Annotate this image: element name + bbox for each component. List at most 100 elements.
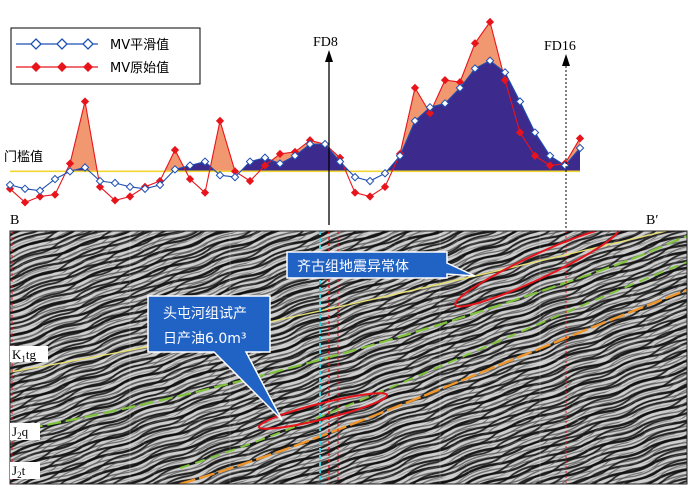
legend-box <box>10 27 201 85</box>
legend-label-smooth: MV平滑值 <box>110 37 169 53</box>
legend-marker-smooth <box>82 38 94 50</box>
smooth-value-point <box>485 56 495 66</box>
smooth-value-point <box>110 178 120 188</box>
raw-value-point <box>530 151 540 160</box>
raw-value-point <box>185 174 195 184</box>
legend: MV平滑值 MV原始值 <box>10 27 201 85</box>
layer-label-j2t: J2t <box>10 462 40 480</box>
smooth-value-point <box>200 157 210 166</box>
smooth-value-point <box>380 168 390 178</box>
anomaly-outline-qigu <box>454 231 620 308</box>
raw-value-point <box>545 161 555 170</box>
anomaly-outline-toutunhe <box>257 392 389 430</box>
smooth-value-point <box>80 163 90 172</box>
raw-value-point <box>410 83 420 93</box>
raw-value-point <box>50 190 60 199</box>
well-fd16: FD16 <box>544 39 576 228</box>
smooth-value-point <box>185 161 195 170</box>
smooth-value-point <box>320 139 330 149</box>
legend-marker-smooth <box>56 38 68 50</box>
well-fd8: FD8 <box>313 35 338 225</box>
legend-marker-smooth <box>30 38 42 50</box>
smooth-value-point <box>275 159 285 168</box>
smooth-value-series <box>5 56 585 196</box>
smooth-value-point <box>215 170 225 180</box>
smooth-value-point <box>575 143 585 153</box>
raw-value-point <box>125 192 135 201</box>
horizon-j2t <box>179 288 687 484</box>
raw-value-point <box>350 188 360 197</box>
smooth-value-point <box>140 184 150 194</box>
horizon-j2q-lower <box>179 261 687 469</box>
layer-jt-suffix: t <box>22 463 26 478</box>
smooth-value-point <box>395 151 405 161</box>
layer-jt-letter: J <box>12 463 17 478</box>
smooth-value-point <box>155 180 165 190</box>
callout-toutunhe-line1: 头屯河组试产 <box>163 306 247 322</box>
raw-value-point <box>275 149 285 158</box>
smooth-value-point <box>125 182 135 192</box>
smooth-value-point <box>335 157 345 166</box>
raw-value-point <box>200 188 210 197</box>
raw-value-point <box>425 109 435 118</box>
smooth-value-point <box>455 83 465 93</box>
smooth-value-point <box>65 167 75 176</box>
smooth-value-point <box>350 172 360 182</box>
arrow-up-icon <box>325 50 333 62</box>
raw-value-point <box>20 198 30 207</box>
layer-k-sub: 1 <box>21 354 26 364</box>
raw-value-point <box>515 128 525 137</box>
horizon-j2q <box>10 234 687 434</box>
section-end-label: B′ <box>646 213 658 228</box>
callout-toutunhe-line2: 日产油6.0m³ <box>163 331 247 347</box>
legend-marker-raw <box>31 62 41 72</box>
smooth-value-point <box>230 172 240 182</box>
smooth-value-point <box>500 68 510 77</box>
layer-jq-suffix: q <box>22 424 29 439</box>
arrow-up-icon <box>562 54 570 66</box>
raw-value-point <box>380 182 390 191</box>
smooth-value-point <box>170 165 180 174</box>
raw-value-point <box>485 17 495 27</box>
raw-value-point <box>170 145 180 155</box>
smooth-value-point <box>470 64 480 73</box>
threshold-label: 门槛值 <box>4 149 43 165</box>
smooth-value-point <box>440 99 450 108</box>
smooth-value-point <box>290 151 300 161</box>
svg-text:K1tg: K1tg <box>12 347 37 364</box>
callout-qigu: 齐古组地震异常体 <box>286 251 476 279</box>
smooth-fill-area <box>10 60 580 172</box>
raw-value-point <box>110 196 120 205</box>
svg-text:J2q: J2q <box>12 424 29 441</box>
smooth-value-point <box>515 97 525 106</box>
smooth-value-point <box>545 151 555 161</box>
raw-value-point <box>65 159 75 168</box>
raw-value-point <box>260 161 270 170</box>
raw-value-point <box>470 39 480 48</box>
raw-value-point <box>440 76 450 85</box>
layer-k-letter: K <box>12 347 22 362</box>
legend-label-raw: MV原始值 <box>110 60 169 76</box>
layer-jt-sub: 2 <box>17 470 22 480</box>
svg-text:J2t: J2t <box>12 463 26 480</box>
raw-value-point <box>35 192 45 201</box>
smooth-value-point <box>425 102 435 112</box>
legend-marker-raw <box>83 62 93 72</box>
callout-qigu-text: 齐古组地震异常体 <box>297 259 409 275</box>
mv-chart <box>5 17 585 207</box>
smooth-value-point <box>305 139 315 149</box>
smooth-value-point <box>20 184 30 194</box>
smooth-value-point <box>50 174 60 184</box>
layer-k-suffix: tg <box>26 347 37 362</box>
smooth-value-point <box>5 180 15 190</box>
smooth-value-point <box>35 186 45 196</box>
layer-label-j2q: J2q <box>10 423 40 441</box>
legend-marker-raw <box>57 62 67 72</box>
callout-toutunhe: 头屯河组试产 日产油6.0m³ <box>147 295 283 421</box>
smooth-value-point <box>410 116 420 126</box>
raw-value-point <box>575 134 585 143</box>
raw-value-point <box>245 176 255 186</box>
raw-value-point <box>80 97 90 106</box>
